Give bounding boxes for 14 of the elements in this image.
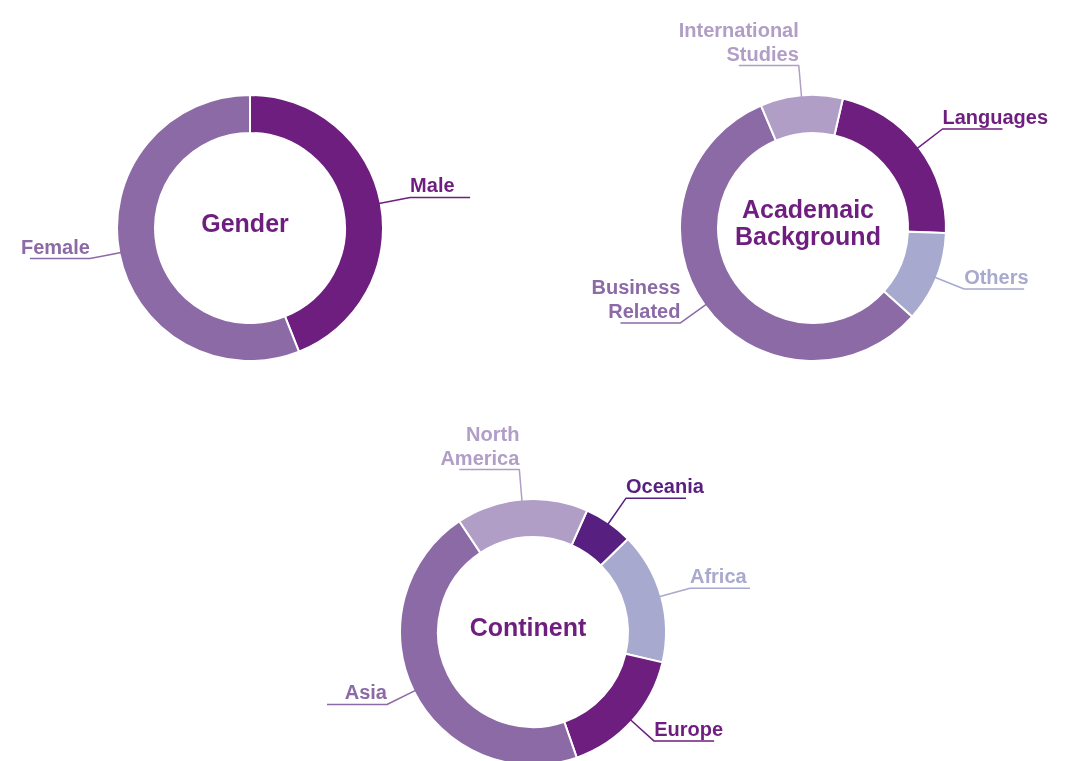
slice-label: Languages: [942, 106, 1049, 128]
slice-label: Africa: [690, 565, 748, 588]
slice-label: Asia: [344, 681, 388, 704]
slice-label: International Studies: [678, 18, 799, 65]
slice-label: Female: [20, 235, 90, 258]
slice-label: North America: [440, 422, 521, 469]
text: Gender: [200, 207, 290, 239]
slice-label: Male: [410, 174, 455, 197]
slice-label: Others: [964, 266, 1029, 289]
slice-label: Business Related: [591, 275, 681, 322]
text: Academaic Background: [734, 194, 882, 252]
text: Continent: [468, 611, 588, 643]
slice-label: Europe: [654, 718, 724, 741]
slice-label: Oceania: [626, 475, 705, 498]
